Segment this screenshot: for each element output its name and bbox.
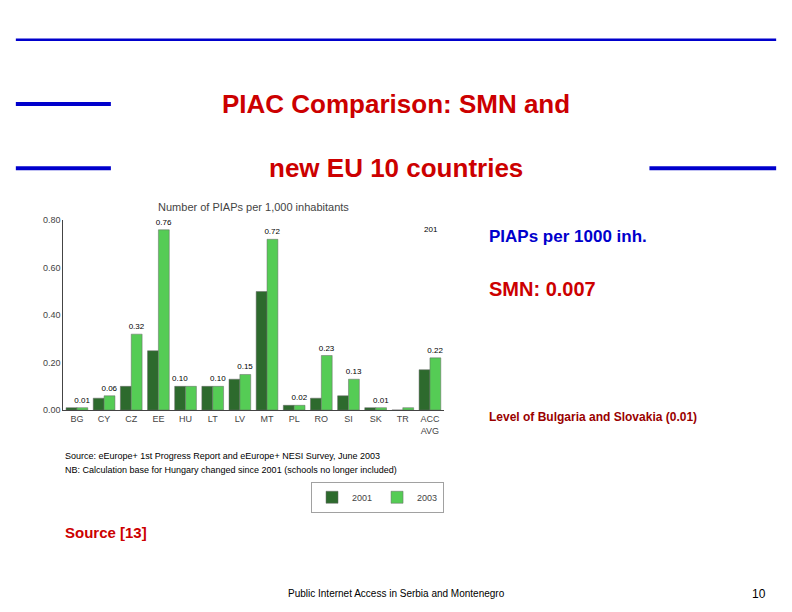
svg-text:0.01: 0.01 <box>74 396 90 405</box>
svg-text:SK: SK <box>370 414 382 424</box>
svg-text:RO: RO <box>315 414 329 424</box>
svg-text:Source [13]: Source [13] <box>65 524 147 541</box>
svg-text:HU: HU <box>179 414 192 424</box>
svg-text:ACCAVG: ACCAVG <box>420 414 440 436</box>
svg-text:0.20: 0.20 <box>43 358 61 368</box>
svg-text:CZ: CZ <box>125 414 137 424</box>
svg-text:0.32: 0.32 <box>129 322 145 331</box>
svg-text:2001: 2001 <box>352 493 372 503</box>
svg-text:201: 201 <box>424 225 438 234</box>
svg-text:0.02: 0.02 <box>292 393 308 402</box>
svg-text:Source: eEurope+ 1st Progress: Source: eEurope+ 1st Progress Report and… <box>65 451 380 461</box>
svg-text:TR: TR <box>397 414 409 424</box>
svg-text:LV: LV <box>235 414 245 424</box>
svg-text:Number of PIAPs per 1,000 inha: Number of PIAPs per 1,000 inhabitants <box>158 201 349 213</box>
svg-text:0.13: 0.13 <box>346 367 362 376</box>
svg-text:0.06: 0.06 <box>101 384 117 393</box>
svg-text:0.76: 0.76 <box>156 218 172 227</box>
svg-text:0.40: 0.40 <box>43 310 61 320</box>
svg-text:0.72: 0.72 <box>264 227 280 236</box>
svg-text:0.80: 0.80 <box>43 215 61 225</box>
svg-text:0.15: 0.15 <box>237 362 253 371</box>
svg-text:EE: EE <box>152 414 164 424</box>
svg-text:0.10: 0.10 <box>210 374 226 383</box>
svg-text:0.22: 0.22 <box>427 346 443 355</box>
svg-text:Level of Bulgaria and Slovakia: Level of Bulgaria and Slovakia (0.01) <box>489 410 697 424</box>
svg-text:0.10: 0.10 <box>172 374 188 383</box>
svg-text:PL: PL <box>289 414 300 424</box>
svg-text:BG: BG <box>70 414 83 424</box>
svg-text:PIAPs per 1000 inh.: PIAPs per 1000 inh. <box>489 227 647 246</box>
svg-text:LT: LT <box>208 414 218 424</box>
svg-text:CY: CY <box>98 414 111 424</box>
svg-text:MT: MT <box>261 414 274 424</box>
svg-text:0.60: 0.60 <box>43 263 61 273</box>
svg-text:0.01: 0.01 <box>373 396 389 405</box>
svg-text:NB: Calculation base for Hunga: NB: Calculation base for Hungary changed… <box>65 465 397 475</box>
svg-text:0.00: 0.00 <box>43 405 61 415</box>
svg-text:2003: 2003 <box>417 493 437 503</box>
svg-text:Public Internet Access in Serb: Public Internet Access in Serbia and Mon… <box>288 588 505 599</box>
svg-text:SMN: 0.007: SMN: 0.007 <box>489 278 596 300</box>
svg-text:10: 10 <box>752 587 766 601</box>
svg-text:new EU 10 countries: new EU 10 countries <box>269 153 523 183</box>
svg-text:0.23: 0.23 <box>319 344 335 353</box>
svg-text:PIAC Comparison: SMN and: PIAC Comparison: SMN and <box>222 89 570 119</box>
svg-text:SI: SI <box>344 414 353 424</box>
